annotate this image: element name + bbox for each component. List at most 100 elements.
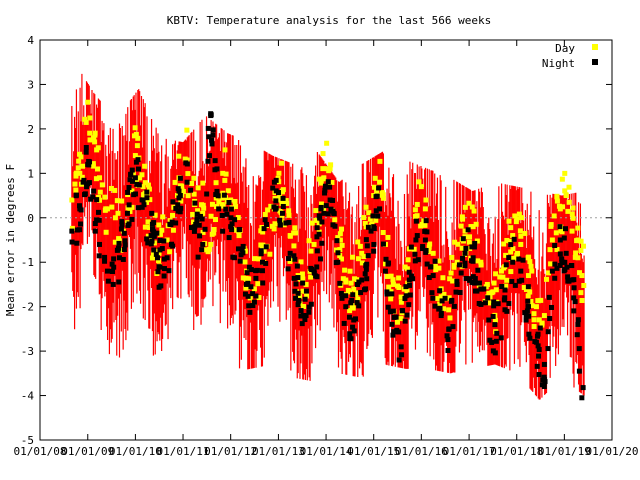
night-point [415, 257, 421, 263]
day-point [200, 229, 206, 235]
night-point [429, 290, 435, 296]
day-point [236, 233, 242, 239]
day-point [337, 253, 343, 259]
night-point [478, 301, 484, 307]
night-point [80, 179, 86, 185]
night-point [220, 228, 226, 234]
day-point [414, 213, 420, 219]
night-point [537, 325, 543, 331]
day-point [562, 170, 568, 176]
night-point [314, 264, 320, 270]
day-point [510, 233, 516, 239]
night-point [161, 238, 167, 244]
night-point [333, 260, 339, 266]
night-point [541, 383, 547, 389]
day-point [135, 135, 141, 141]
day-point [432, 264, 438, 270]
day-point [116, 238, 122, 244]
night-point [486, 317, 492, 323]
night-point [494, 330, 500, 336]
night-point [242, 291, 248, 297]
day-point [541, 313, 547, 319]
night-point [460, 255, 466, 261]
day-point [385, 234, 391, 240]
day-point [223, 171, 229, 177]
night-point [236, 227, 242, 233]
day-point [553, 230, 559, 236]
night-point [114, 247, 120, 253]
day-point [359, 260, 365, 266]
night-point [157, 264, 163, 270]
day-point [459, 245, 465, 251]
day-point [112, 187, 118, 193]
night-point [377, 206, 383, 212]
night-point [563, 250, 569, 256]
day-point [508, 225, 514, 231]
night-point [331, 210, 337, 216]
day-point [355, 296, 361, 302]
night-point [503, 262, 509, 268]
night-point [524, 308, 530, 314]
night-point [365, 224, 371, 230]
day-point [478, 262, 484, 268]
day-point [313, 217, 319, 223]
day-point [554, 198, 560, 204]
day-point [160, 214, 166, 220]
night-point [571, 277, 577, 283]
day-point [559, 229, 565, 235]
day-point [549, 237, 555, 243]
night-point [170, 199, 176, 205]
day-point [398, 294, 404, 300]
night-point [356, 303, 362, 309]
day-point [73, 170, 79, 176]
day-point [423, 197, 429, 203]
day-point [501, 241, 507, 247]
night-point [164, 255, 170, 261]
night-point [545, 346, 551, 352]
day-point [394, 319, 400, 325]
night-point [462, 263, 468, 269]
night-point [403, 284, 409, 290]
day-point [320, 166, 326, 172]
night-point [102, 254, 108, 260]
day-point [320, 176, 326, 182]
night-point [192, 200, 198, 206]
night-point [412, 258, 418, 264]
day-point [544, 276, 550, 282]
night-point [144, 195, 150, 201]
day-point [316, 221, 322, 227]
day-point [220, 203, 226, 209]
night-point [402, 318, 408, 324]
day-point [337, 247, 343, 253]
night-point [445, 348, 451, 354]
day-point [129, 188, 135, 194]
day-point [529, 303, 535, 309]
night-point [286, 219, 292, 225]
night-point [153, 251, 159, 257]
night-point [139, 197, 145, 203]
day-point [182, 156, 188, 162]
day-point [359, 250, 365, 256]
night-point [248, 284, 254, 290]
night-point [359, 277, 365, 283]
night-point [472, 288, 478, 294]
day-point [139, 172, 145, 178]
night-point [205, 158, 211, 164]
night-point [506, 300, 512, 306]
night-point [78, 221, 84, 227]
night-point [149, 210, 155, 216]
night-point [363, 266, 369, 272]
night-point [131, 192, 137, 198]
night-point [371, 225, 377, 231]
day-point [350, 254, 356, 260]
night-point [376, 185, 382, 191]
night-point [303, 313, 309, 319]
day-point [200, 180, 206, 186]
night-point [547, 316, 553, 322]
night-point [390, 308, 396, 314]
night-point [559, 259, 565, 265]
day-point [87, 130, 93, 136]
day-point [176, 153, 182, 159]
day-point [69, 197, 75, 203]
day-point [150, 250, 156, 256]
